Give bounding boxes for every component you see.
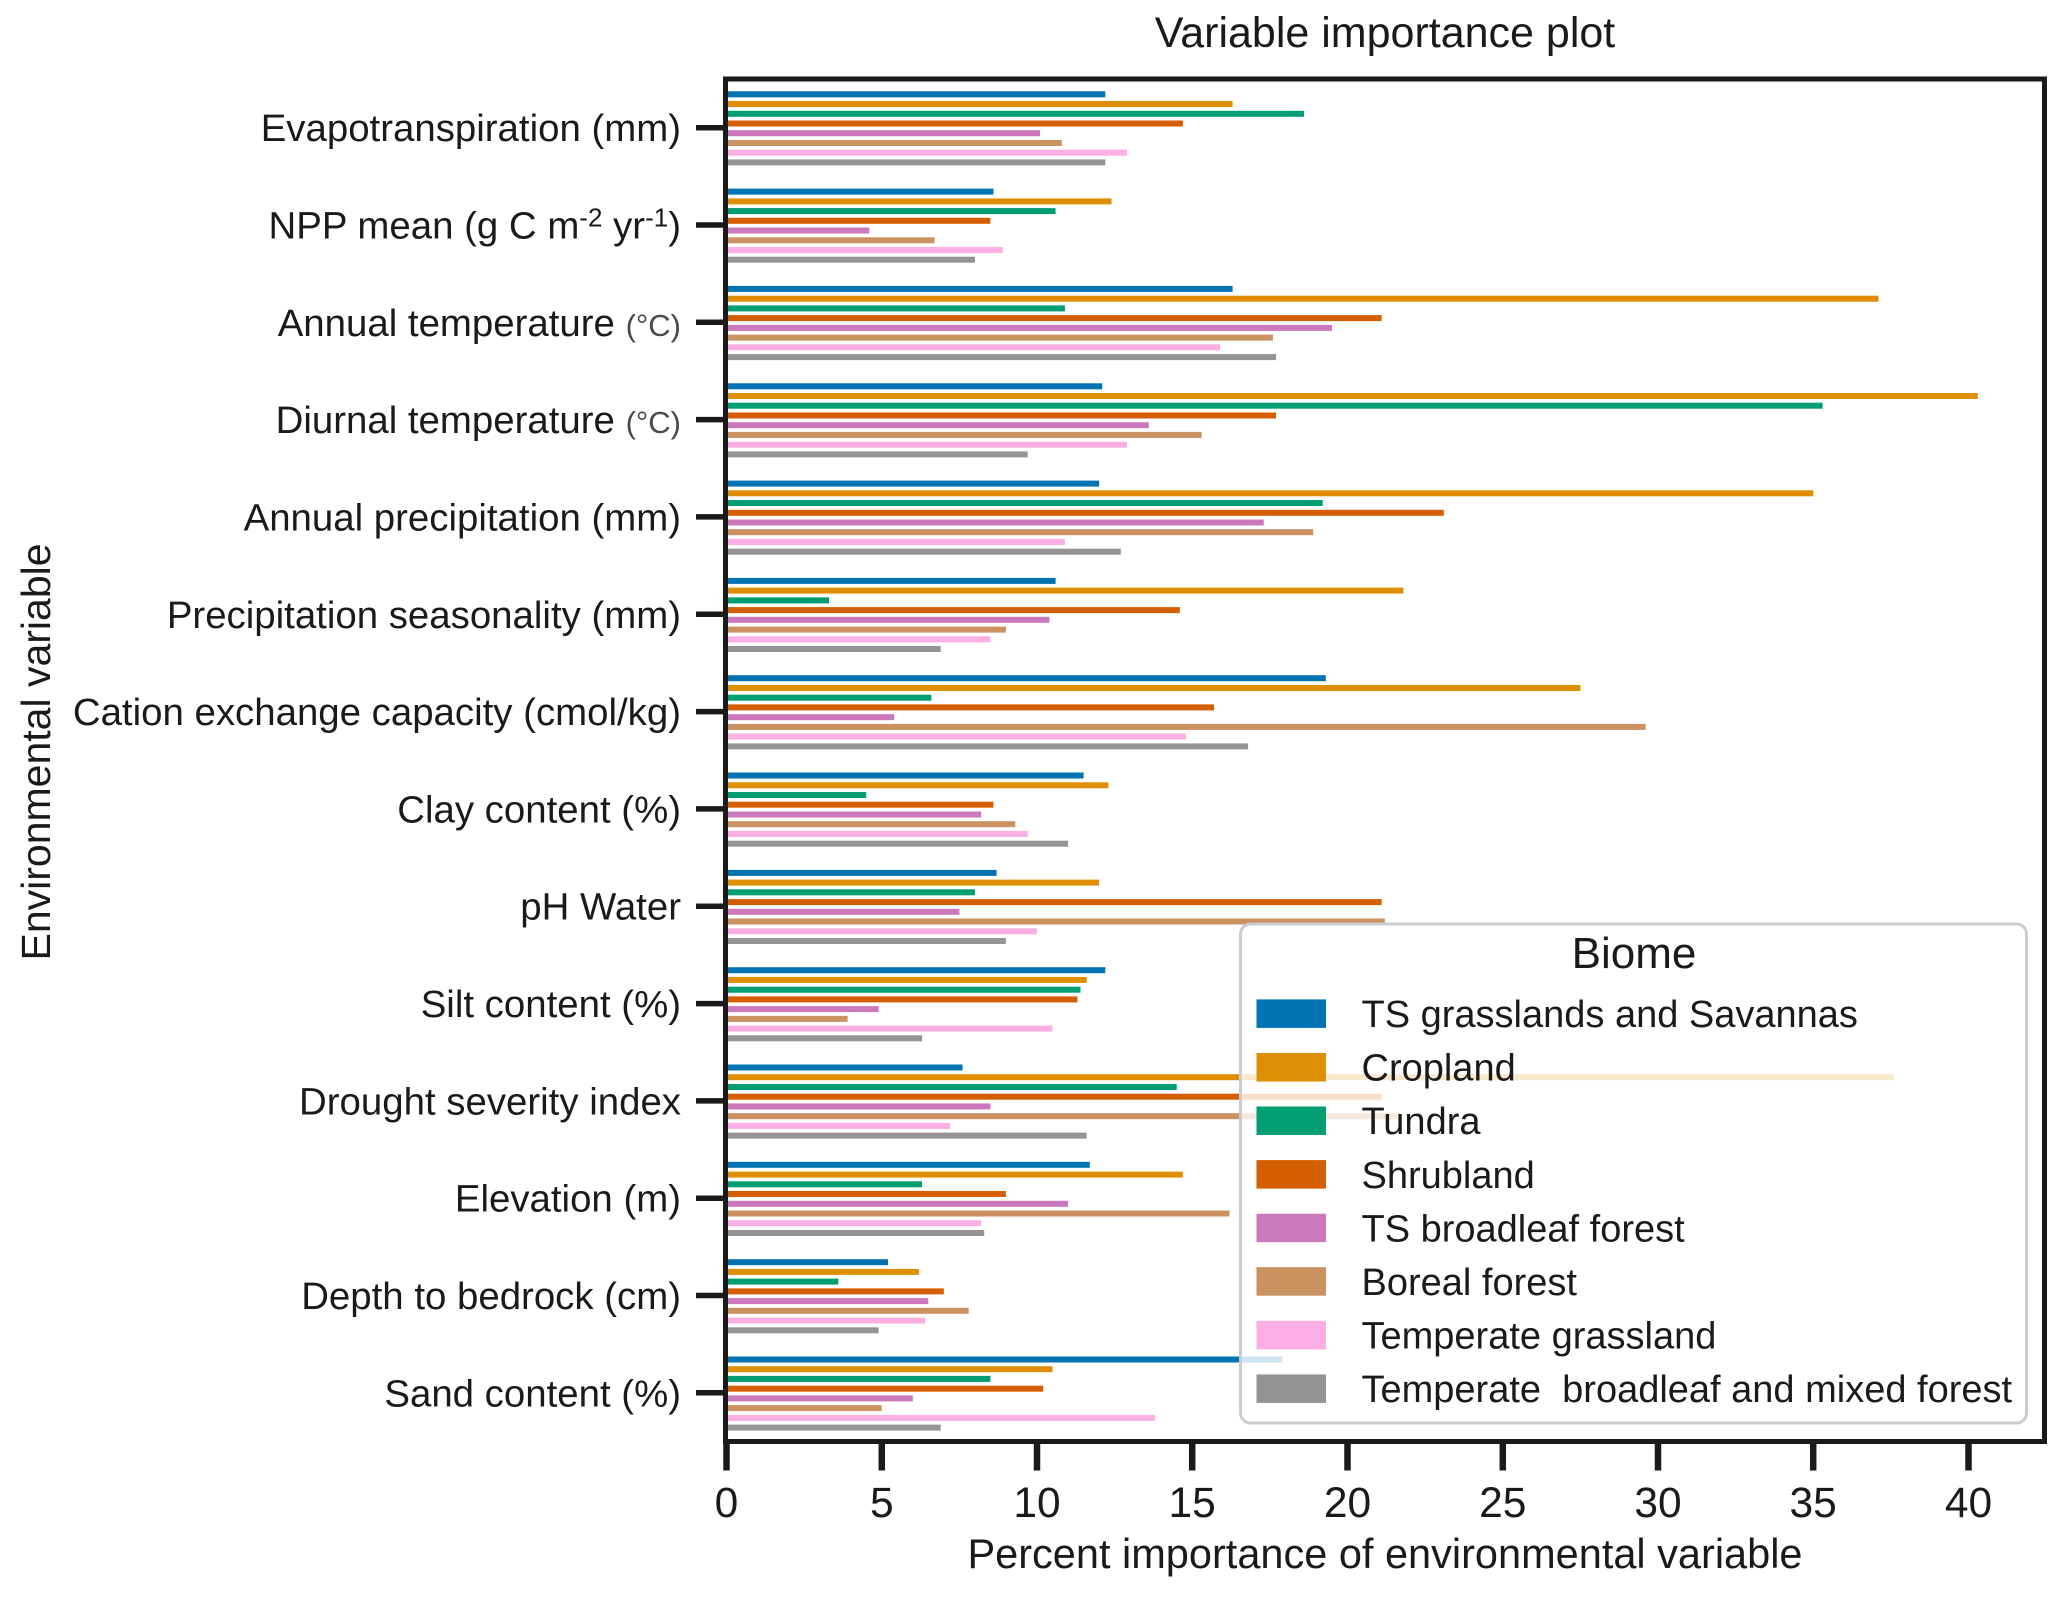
- svg-text:Percent importance of environm: Percent importance of environmental vari…: [967, 1530, 1802, 1577]
- svg-text:Temperate broadleaf and mixed: Temperate broadleaf and mixed forest: [1362, 1369, 2013, 1411]
- svg-text:Boreal forest: Boreal forest: [1362, 1262, 1578, 1304]
- svg-text:Annual temperature (°C): Annual temperature (°C): [278, 302, 681, 345]
- svg-text:Environmental variable: Environmental variable: [13, 543, 59, 960]
- svg-text:30: 30: [1634, 1480, 1681, 1527]
- svg-text:40: 40: [1945, 1480, 1992, 1527]
- svg-text:10: 10: [1013, 1480, 1060, 1527]
- svg-text:Annual precipitation (mm): Annual precipitation (mm): [244, 496, 681, 539]
- svg-text:Clay content (%): Clay content (%): [397, 788, 681, 831]
- svg-text:Cropland: Cropland: [1362, 1048, 1516, 1090]
- svg-text:Precipitation seasonality (mm): Precipitation seasonality (mm): [167, 594, 681, 637]
- svg-text:Depth to bedrock (cm): Depth to bedrock (cm): [301, 1275, 681, 1318]
- svg-text:Diurnal temperature (°C): Diurnal temperature (°C): [276, 399, 681, 442]
- svg-text:Biome: Biome: [1572, 929, 1697, 978]
- svg-text:Sand content (%): Sand content (%): [384, 1372, 681, 1415]
- svg-text:Evapotranspiration (mm): Evapotranspiration (mm): [261, 107, 681, 150]
- svg-text:Tundra: Tundra: [1362, 1101, 1482, 1143]
- svg-text:Variable importance plot: Variable importance plot: [1155, 9, 1616, 57]
- svg-text:5: 5: [870, 1480, 894, 1527]
- svg-text:NPP mean (g C m-2 yr-1): NPP mean (g C m-2 yr-1): [269, 203, 681, 248]
- svg-text:25: 25: [1479, 1480, 1526, 1527]
- svg-text:Temperate grassland: Temperate grassland: [1362, 1316, 1717, 1358]
- svg-text:Elevation (m): Elevation (m): [455, 1178, 681, 1221]
- svg-text:Shrubland: Shrubland: [1362, 1155, 1535, 1197]
- svg-text:15: 15: [1169, 1480, 1216, 1527]
- svg-text:Silt content (%): Silt content (%): [421, 983, 681, 1026]
- svg-text:0: 0: [715, 1480, 739, 1527]
- svg-text:20: 20: [1324, 1480, 1371, 1527]
- svg-text:Drought severity index: Drought severity index: [299, 1080, 681, 1123]
- svg-text:Cation exchange capacity (cmol: Cation exchange capacity (cmol/kg): [73, 691, 681, 734]
- svg-text:pH Water: pH Water: [520, 886, 681, 929]
- svg-text:TS broadleaf forest: TS broadleaf forest: [1362, 1208, 1686, 1250]
- svg-text:TS grasslands and Savannas: TS grasslands and Savannas: [1362, 994, 1858, 1036]
- svg-text:35: 35: [1790, 1480, 1837, 1527]
